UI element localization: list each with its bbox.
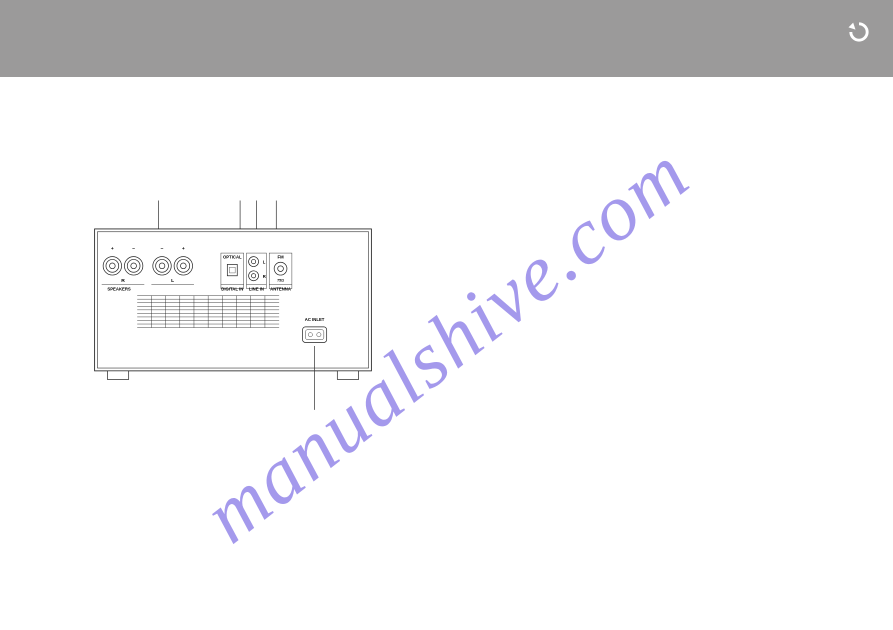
line-in-label: LINE IN <box>249 287 264 292</box>
ohm-label: 75Ω <box>277 278 284 282</box>
ac-inlet-label: AC INLET <box>305 317 325 322</box>
svg-text:−: − <box>132 247 135 252</box>
svg-text:+: + <box>182 247 185 252</box>
fm-label: FM <box>277 255 284 260</box>
speakers-label: SPEAKERS <box>107 287 131 292</box>
line-in-r: R <box>263 274 266 279</box>
channel-r-label: R <box>121 278 125 284</box>
antenna-label: ANTENNA <box>270 287 291 292</box>
line-in-l: L <box>263 260 266 265</box>
digital-in-label: DIGITAL IN <box>221 287 243 292</box>
rear-panel-diagram: + − − + R L SPEAKERS OPTICAL DIGITAL IN <box>38 197 428 417</box>
optical-label: OPTICAL <box>223 255 242 260</box>
top-bar <box>0 0 893 77</box>
undo-icon[interactable] <box>845 18 873 46</box>
svg-text:−: − <box>161 247 164 252</box>
channel-l-label: L <box>171 278 174 284</box>
content-area: manualshive.com + − − + R L <box>0 77 893 630</box>
svg-text:+: + <box>111 247 114 252</box>
